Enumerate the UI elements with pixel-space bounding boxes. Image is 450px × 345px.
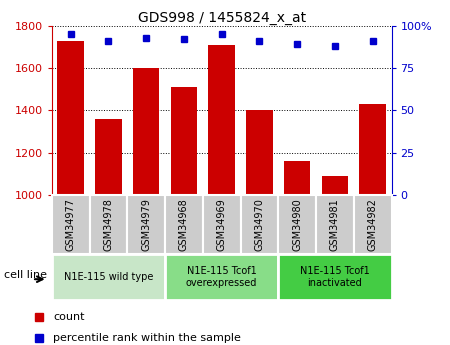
Bar [322,176,348,195]
Title: GDS998 / 1455824_x_at: GDS998 / 1455824_x_at [138,11,306,25]
Bar [165,195,203,254]
Bar [360,104,386,195]
Bar [133,68,159,195]
Bar [203,195,240,254]
Text: GSM34980: GSM34980 [292,198,302,250]
Bar [95,119,122,195]
Text: GSM34978: GSM34978 [104,198,113,251]
Text: cell line: cell line [4,269,47,279]
Text: N1E-115 Tcof1
overexpressed: N1E-115 Tcof1 overexpressed [186,266,257,288]
Bar [127,195,165,254]
Bar [165,254,278,300]
Text: GSM34982: GSM34982 [368,198,378,251]
Text: N1E-115 Tcof1
inactivated: N1E-115 Tcof1 inactivated [300,266,370,288]
Text: percentile rank within the sample: percentile rank within the sample [53,333,241,343]
Text: GSM34970: GSM34970 [254,198,265,251]
Bar [278,254,392,300]
Text: GSM34981: GSM34981 [330,198,340,250]
Text: count: count [53,312,85,322]
Text: N1E-115 wild type: N1E-115 wild type [64,272,153,282]
Bar [316,195,354,254]
Bar [171,87,197,195]
Text: GSM34979: GSM34979 [141,198,151,251]
Bar [58,41,84,195]
Bar [52,195,90,254]
Text: GSM34977: GSM34977 [66,198,76,251]
Bar [278,195,316,254]
Bar [208,45,235,195]
Bar [90,195,127,254]
Bar [52,254,165,300]
Bar [246,110,273,195]
Text: GSM34968: GSM34968 [179,198,189,250]
Text: GSM34969: GSM34969 [216,198,227,250]
Bar [284,161,310,195]
Bar [354,195,392,254]
Bar [240,195,278,254]
